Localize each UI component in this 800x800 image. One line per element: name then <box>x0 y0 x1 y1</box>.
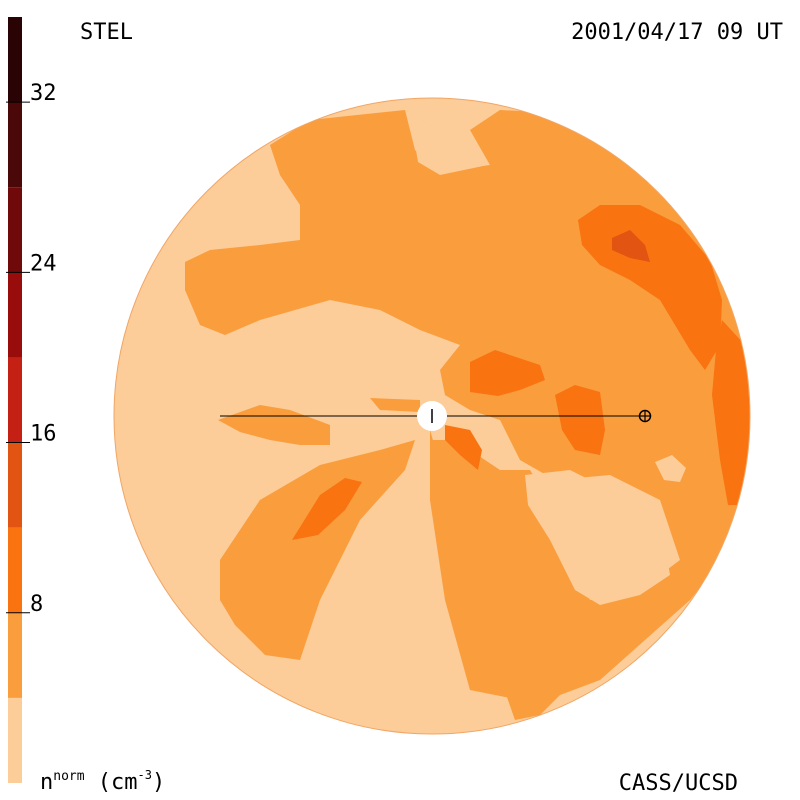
contour-level-1-north-patch <box>410 115 488 175</box>
contour-level-2-spur <box>370 398 420 412</box>
colorbar-unit-label: nnorm (cm-3) <box>40 768 166 795</box>
colorbar-segment <box>8 697 22 783</box>
source-label: STEL <box>80 20 133 45</box>
colorbar-tick-label: 8 <box>30 592 43 617</box>
contour-level-3-center <box>470 350 545 396</box>
colorbar: 8 16 24 32 <box>6 17 57 783</box>
credit-label: CASS/UCSD <box>618 771 738 796</box>
colorbar-segment <box>8 102 22 188</box>
contour-level-2-southwest <box>220 440 415 660</box>
contour-level-3-southwest <box>292 478 362 540</box>
contour-level-3-east-limb <box>712 320 750 505</box>
contour-level-4-peak <box>612 230 650 262</box>
colorbar-segment <box>8 612 22 698</box>
contour-level-3-near-sun <box>445 425 482 470</box>
disc-outline <box>113 97 751 735</box>
colorbar-tick-label: 24 <box>30 251 57 276</box>
contour-level-1-southeast-patch <box>525 470 670 605</box>
colorbar-segment <box>8 17 22 103</box>
timestamp-label: 2001/04/17 09 UT <box>571 20 783 45</box>
colorbar-segment <box>8 357 22 443</box>
contour-level-1-east-blob <box>655 455 686 482</box>
contour-level-2-west-arm <box>218 405 330 445</box>
earth-marker <box>638 409 652 423</box>
colorbar-segment <box>8 527 22 613</box>
colorbar-segment <box>8 442 22 528</box>
colorbar-tick-label: 32 <box>30 81 57 106</box>
colorbar-tick-label: 16 <box>30 422 57 447</box>
contour-level-2-south-arm <box>430 430 520 700</box>
colorbar-segment <box>8 272 22 358</box>
colorbar-segment <box>8 187 22 273</box>
contour-level-3-east <box>555 385 605 455</box>
